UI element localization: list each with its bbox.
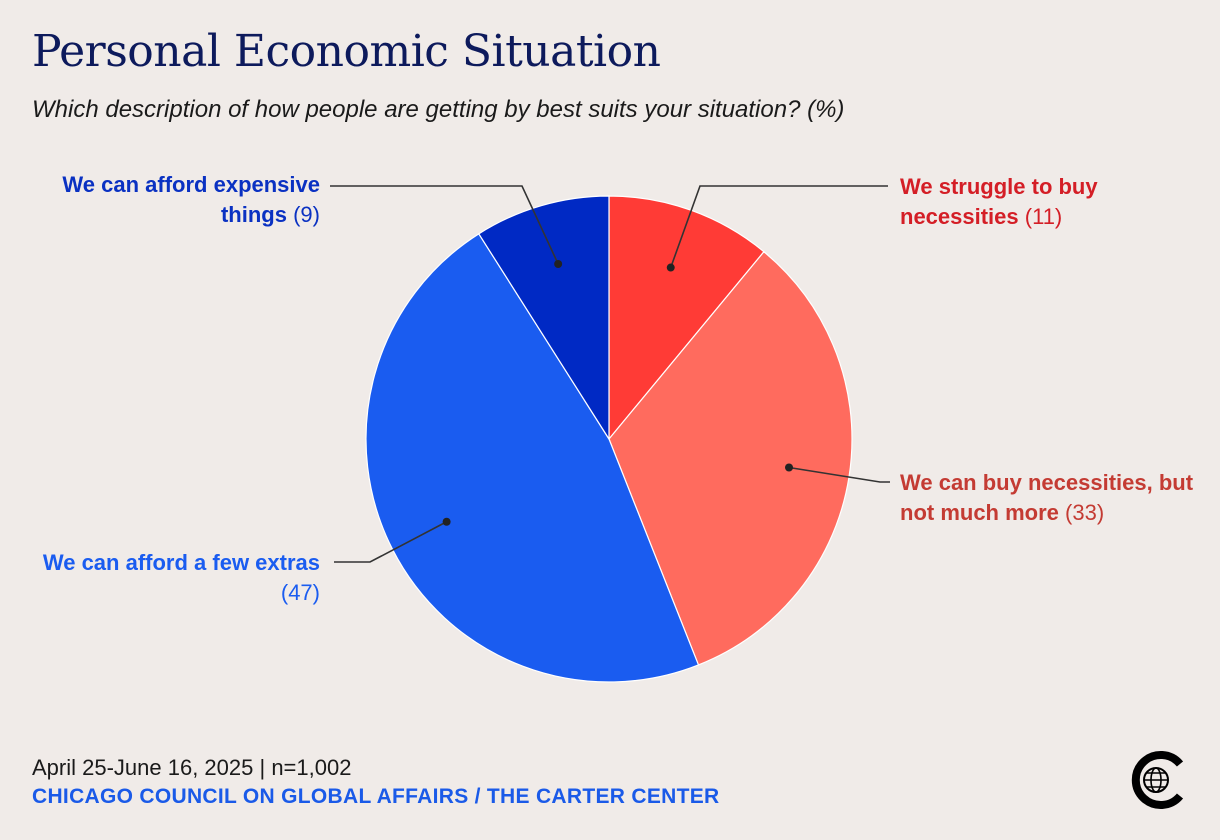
leader-dot <box>554 259 563 268</box>
slice-value-text: (47) <box>280 580 320 605</box>
leader-line <box>669 185 888 268</box>
leader-line <box>788 466 890 483</box>
slice-label-necessities: We can buy necessities, but not much mor… <box>900 468 1200 528</box>
slice-label-expensive: We can afford expensive things (9) <box>40 170 320 230</box>
pie-slice <box>477 195 610 442</box>
slice-label-text: We can afford expensive things <box>62 172 320 227</box>
leader-dot <box>785 463 794 472</box>
globe-c-logo-icon <box>1131 751 1184 809</box>
slice-label-text: We can buy necessities, but not much mor… <box>900 470 1194 525</box>
leader-line <box>334 521 447 563</box>
footer-source: CHICAGO COUNCIL ON GLOBAL AFFAIRS / THE … <box>32 785 720 808</box>
slice-label-text: We struggle to buy necessities <box>900 174 1098 229</box>
chart-subtitle: Which description of how people are gett… <box>32 96 845 123</box>
leader-dot <box>442 517 451 526</box>
leader-dot <box>666 263 675 272</box>
leader-line <box>330 185 559 265</box>
footer-date: April 25-June 16, 2025 | n=1,002 <box>32 755 352 780</box>
slice-value-text: (11) <box>1024 204 1063 229</box>
chart-title: Personal Economic Situation <box>32 26 661 77</box>
slice-value-text: (33) <box>1065 500 1105 525</box>
slice-label-text: We can afford a few extras <box>42 550 320 575</box>
slice-label-few-extras: We can afford a few extras (47) <box>40 548 320 608</box>
slice-value-text: (9) <box>293 202 320 227</box>
slice-label-struggle: We struggle to buy necessities (11) <box>900 172 1200 232</box>
